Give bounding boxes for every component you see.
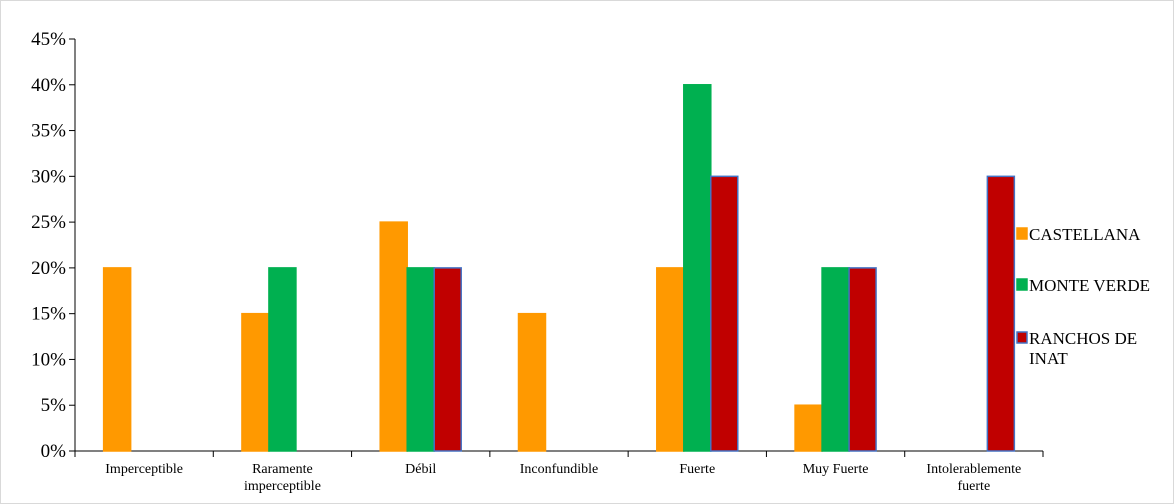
bar	[268, 267, 297, 452]
y-tick-label: 5%	[41, 395, 67, 416]
bar	[986, 175, 1016, 452]
y-axis: 0% 5% 10% 15% 20% 25% 30% 35% 40% 45%	[31, 29, 76, 462]
y-tick-label: 30%	[31, 166, 66, 187]
bar	[517, 312, 547, 452]
bar	[406, 267, 435, 452]
bar	[848, 267, 877, 452]
legend: CASTELLANA MONTE VERDE RANCHOS DE INAT	[1016, 225, 1150, 368]
x-category-label: Inconfundible	[520, 462, 599, 477]
bar	[821, 267, 850, 452]
x-category-label: Intolerablemente fuerte	[926, 462, 1021, 494]
legend-label: MONTE VERDE	[1029, 276, 1150, 295]
bars-group	[102, 84, 1016, 452]
y-tick-label: 20%	[31, 258, 66, 279]
legend-label: RANCHOS DE INAT	[1029, 329, 1137, 368]
y-tick-label: 40%	[31, 75, 66, 96]
x-category-label: Raramente imperceptible	[244, 462, 321, 494]
y-tick-label: 10%	[31, 349, 66, 370]
bar	[433, 267, 462, 452]
legend-label: CASTELLANA	[1029, 225, 1141, 244]
bar	[656, 267, 685, 452]
bar	[241, 312, 270, 452]
x-category-label: Débil	[405, 462, 436, 477]
bar	[710, 175, 739, 452]
legend-swatch	[1016, 331, 1028, 344]
x-category-label: Imperceptible	[105, 462, 183, 477]
legend-swatch	[1016, 227, 1028, 240]
y-tick-label: 25%	[31, 212, 66, 233]
bar	[683, 84, 712, 452]
bar	[794, 404, 823, 452]
x-category-label: Muy Fuerte	[803, 462, 869, 477]
x-category-label: Fuerte	[679, 462, 715, 477]
y-tick-label: 15%	[31, 304, 66, 325]
legend-swatch	[1016, 278, 1028, 291]
y-tick-label: 0%	[41, 441, 67, 462]
x-axis: Imperceptible Raramente imperceptible Débil…	[74, 450, 1044, 494]
y-tick-label: 35%	[31, 121, 66, 142]
y-tick-label: 45%	[31, 29, 66, 50]
bar	[379, 221, 408, 452]
bar	[102, 267, 132, 452]
